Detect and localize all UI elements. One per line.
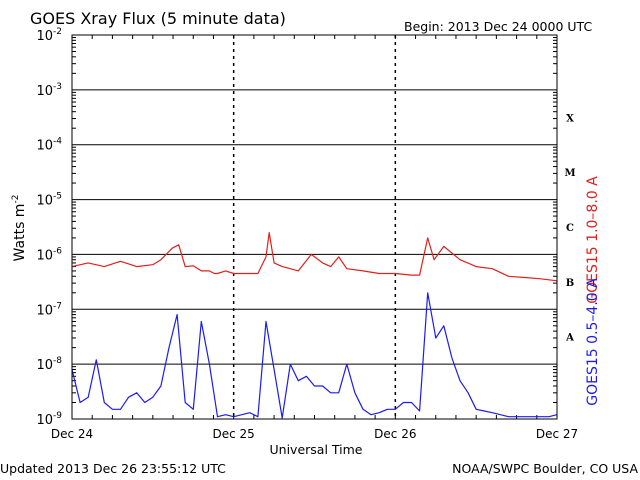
y-tick-exponent: -6 [53, 246, 62, 256]
begin-label: Begin: 2013 Dec 24 0000 UTC [404, 19, 592, 34]
x-axis-label: Universal Time [270, 442, 363, 457]
flare-class-label: X [566, 113, 574, 124]
y-tick-exponent: -7 [53, 301, 62, 311]
y-tick-base: 10 [36, 84, 53, 99]
flare-class-label: M [564, 168, 575, 179]
y-tick-base: 10 [36, 194, 53, 209]
y-tick-base: 10 [36, 413, 53, 428]
y-tick-exponent: -4 [53, 137, 62, 147]
y-axis-label-exponent: -2 [11, 195, 21, 204]
y-tick-label: 10-3 [36, 82, 62, 99]
y-axis-label-group: Watts m-2 [11, 195, 28, 262]
flare-class-label: B [566, 278, 574, 289]
flare-class-label: C [566, 223, 574, 234]
flare-class-label: A [565, 333, 574, 344]
y-tick-exponent: -3 [53, 82, 62, 92]
y-tick-exponent: -2 [53, 27, 62, 37]
chart-title: GOES Xray Flux (5 minute data) [30, 9, 286, 28]
series-line-short [71, 292, 558, 419]
x-tick-label: Dec 24 [51, 427, 93, 441]
y-tick-label: 10-6 [36, 246, 62, 263]
x-tick-label: Dec 27 [536, 427, 578, 441]
y-tick-label: 10-8 [36, 356, 62, 373]
source-credit: NOAA/SWPC Boulder, CO USA [452, 461, 638, 476]
y-tick-label: 10-5 [36, 192, 62, 209]
y-tick-label: 10-9 [36, 411, 62, 428]
y-tick-labels: 10-210-310-410-510-610-710-810-9 [36, 27, 62, 428]
y-tick-base: 10 [36, 303, 53, 318]
y-tick-label: 10-7 [36, 301, 62, 318]
y-tick-exponent: -8 [53, 356, 62, 366]
series-layer [71, 232, 558, 419]
x-tick-label: Dec 26 [374, 427, 416, 441]
y-tick-label: 10-4 [36, 137, 62, 154]
y-tick-base: 10 [36, 29, 53, 44]
series-line-long [71, 232, 558, 282]
y-tick-exponent: -5 [53, 192, 62, 202]
y-tick-base: 10 [36, 358, 53, 373]
updated-timestamp: Updated 2013 Dec 26 23:55:12 UTC [0, 461, 226, 476]
y-tick-label: 10-2 [36, 27, 62, 44]
flare-class-labels: X M C B A [564, 113, 575, 343]
legend-series-long: GOES15 1.0–8.0 A [585, 176, 601, 304]
y-tick-base: 10 [36, 139, 53, 154]
y-axis-label-main: Watts m [12, 204, 28, 262]
y-tick-exponent: -9 [53, 411, 62, 421]
y-tick-base: 10 [36, 248, 53, 263]
plot-frame [71, 34, 558, 420]
x-tick-labels: Dec 24 Dec 25 Dec 26 Dec 27 [51, 427, 578, 441]
x-tick-label: Dec 25 [213, 427, 255, 441]
legend-series-short: GOES15 0.5–4.0 A [585, 278, 601, 406]
grid-layer [71, 35, 558, 419]
y-axis-label: Watts m-2 [11, 195, 28, 262]
